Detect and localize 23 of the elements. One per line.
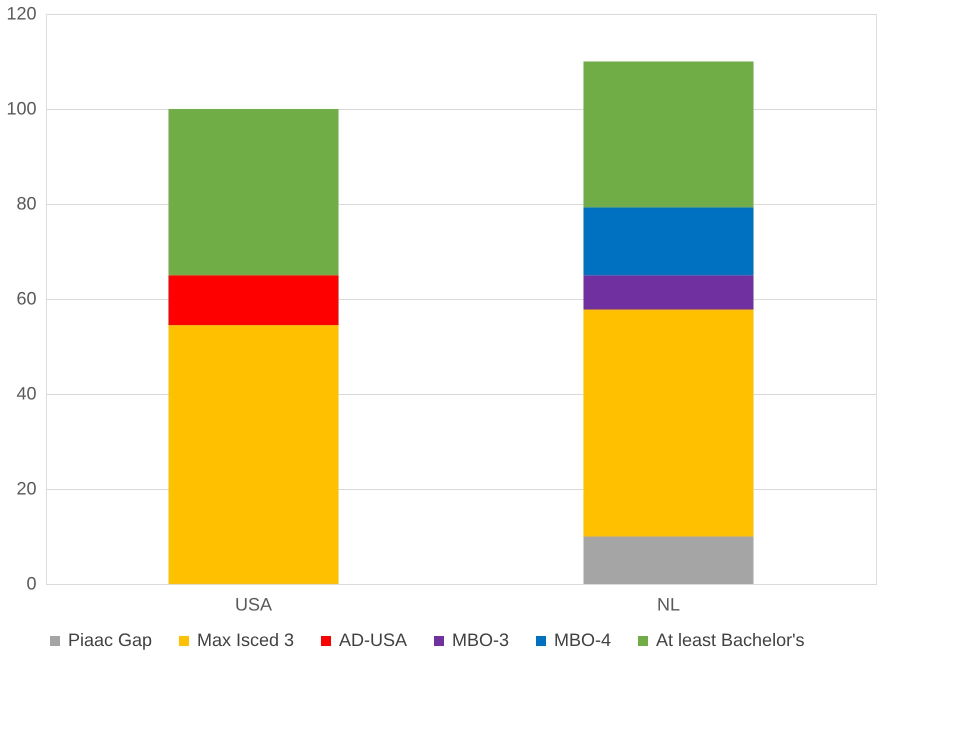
bar — [584, 536, 754, 584]
y-tick-label: 40 — [16, 384, 36, 404]
legend-label: AD-USA — [339, 630, 408, 650]
bar — [168, 109, 338, 276]
y-tick-label: 120 — [6, 4, 36, 24]
bar — [584, 62, 754, 208]
y-tick-label: 80 — [16, 194, 36, 214]
bar — [168, 325, 338, 584]
y-tick-label: 0 — [26, 574, 36, 594]
legend-label: At least Bachelor's — [656, 630, 805, 650]
bar — [584, 275, 754, 310]
legend-label: Max Isced 3 — [197, 630, 294, 650]
x-tick-label: NL — [656, 594, 680, 614]
y-tick-label: 100 — [6, 98, 36, 118]
legend-label: MBO-4 — [554, 630, 612, 650]
bar — [168, 275, 338, 326]
legend-label: Piaac Gap — [68, 630, 152, 650]
x-tick-label: USA — [234, 594, 272, 614]
bar — [584, 207, 754, 276]
bar — [584, 309, 754, 536]
legend-label: MBO-3 — [452, 630, 510, 650]
y-tick-label: 20 — [16, 478, 36, 498]
y-tick-label: 60 — [16, 288, 36, 308]
